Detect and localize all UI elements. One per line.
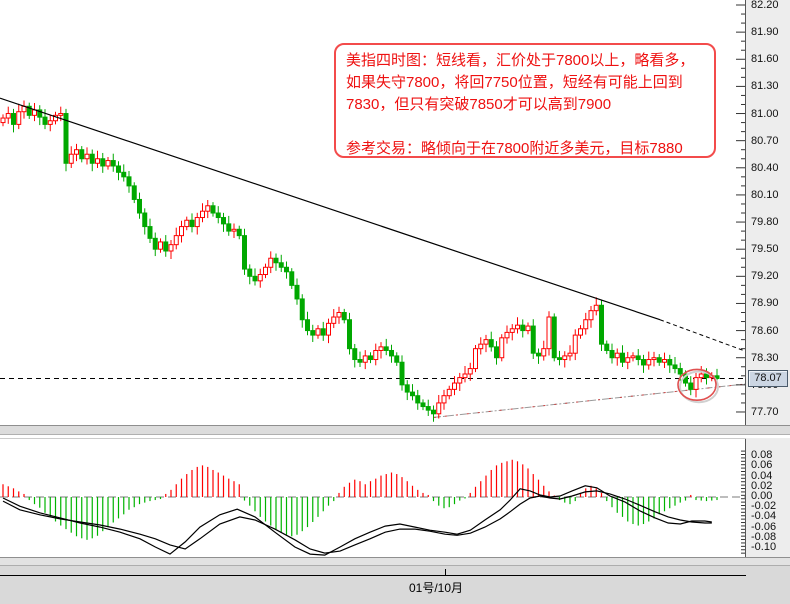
macd-axis-label: 0.00	[751, 490, 773, 502]
annotation-line: 参考交易：略倾向于在7800附近多美元，目标7880	[346, 140, 683, 157]
annotation-line: 7830，但只有突破7850才可以高到7900	[346, 96, 612, 113]
price-axis-label: 80.10	[751, 188, 779, 201]
macd-axis-label: 0.08	[751, 449, 773, 462]
panel-separator	[0, 557, 790, 566]
price-axis-label: 78.30	[751, 351, 779, 364]
macd-axis: 0.08 0.06 0.04 0.02 0.00 -0.02 -0.04 -0.06 -0.08…	[746, 438, 790, 557]
price-axis-label: 81.90	[751, 26, 779, 39]
macd-panel[interactable]	[0, 438, 746, 558]
price-axis-label: 79.20	[751, 270, 779, 283]
annotation-box: 美指四时图：短线看，汇价处于7800以上，略看多， 如果失守7800，将回775…	[334, 43, 716, 158]
price-axis-label: 82.20	[751, 0, 779, 11]
price-axis-label: 81.60	[751, 53, 779, 66]
current-price-tag: 78.07	[748, 369, 788, 387]
price-axis-label: 78.60	[751, 324, 779, 337]
macd-axis-label: -0.02	[751, 500, 777, 513]
annotation-line	[346, 116, 704, 138]
macd-axis-label: -0.06	[751, 520, 777, 533]
annotation-line: 如果失守7800，将回7750位置，短经有可能上回到	[346, 74, 683, 91]
price-axis-label: 79.80	[751, 216, 779, 229]
macd-axis-label: -0.10	[751, 541, 777, 553]
main-chart-panel[interactable]: 美指四时图：短线看，汇价处于7800以上，略看多， 如果失守7800，将回775…	[0, 0, 746, 425]
price-axis-label: 81.30	[751, 80, 779, 93]
macd-axis-label: -0.08	[751, 530, 777, 543]
date-tick	[445, 569, 446, 575]
candlestick-chart-svg	[0, 0, 746, 425]
macd-axis-label: 0.04	[751, 469, 773, 482]
annotation-line: 美指四时图：短线看，汇价处于7800以上，略看多，	[346, 52, 695, 69]
date-axis-line	[0, 575, 746, 576]
price-axis-label: 79.50	[751, 243, 779, 256]
macd-axis-label: -0.04	[751, 510, 777, 523]
price-axis-label: 78.90	[751, 297, 779, 310]
date-label: 01号/10月	[408, 581, 464, 595]
price-axis-label: 77.70	[751, 405, 779, 418]
price-axis-label: 81.00	[751, 107, 779, 120]
macd-chart-svg	[0, 439, 746, 557]
price-axis: 78.07 82.20 81.90 81.60 81.30 81.00 80.70 80.4…	[746, 0, 790, 425]
date-axis: 01号/10月	[0, 566, 790, 604]
macd-axis-label: 0.02	[751, 479, 773, 492]
price-axis-label: 80.40	[751, 161, 779, 174]
panel-separator	[0, 425, 790, 435]
macd-axis-label: 0.06	[751, 459, 773, 472]
price-axis-label: 80.70	[751, 134, 779, 147]
